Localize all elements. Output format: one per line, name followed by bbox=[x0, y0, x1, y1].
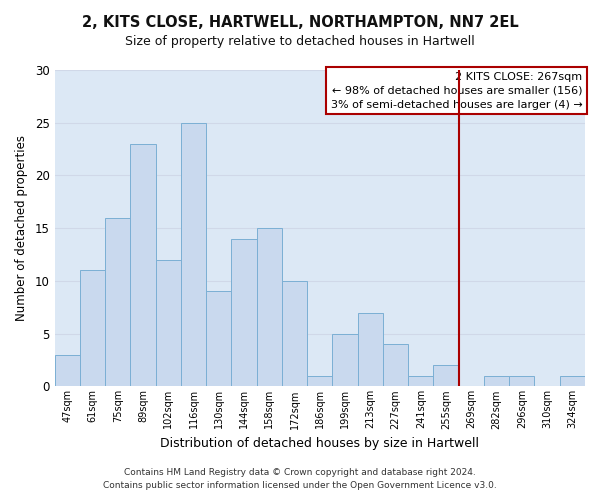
Bar bbox=[433, 366, 459, 386]
Bar bbox=[484, 376, 509, 386]
X-axis label: Distribution of detached houses by size in Hartwell: Distribution of detached houses by size … bbox=[160, 437, 479, 450]
Text: Contains HM Land Registry data © Crown copyright and database right 2024.
Contai: Contains HM Land Registry data © Crown c… bbox=[103, 468, 497, 489]
Bar bbox=[383, 344, 408, 387]
Text: 2, KITS CLOSE, HARTWELL, NORTHAMPTON, NN7 2EL: 2, KITS CLOSE, HARTWELL, NORTHAMPTON, NN… bbox=[82, 15, 518, 30]
Bar bbox=[282, 281, 307, 386]
Bar bbox=[80, 270, 105, 386]
Bar bbox=[307, 376, 332, 386]
Bar bbox=[130, 144, 155, 386]
Text: Size of property relative to detached houses in Hartwell: Size of property relative to detached ho… bbox=[125, 35, 475, 48]
Bar bbox=[105, 218, 130, 386]
Bar bbox=[206, 292, 232, 386]
Bar bbox=[509, 376, 535, 386]
Bar bbox=[155, 260, 181, 386]
Bar bbox=[232, 238, 257, 386]
Y-axis label: Number of detached properties: Number of detached properties bbox=[15, 135, 28, 321]
Bar bbox=[332, 334, 358, 386]
Bar bbox=[560, 376, 585, 386]
Bar bbox=[257, 228, 282, 386]
Text: 2 KITS CLOSE: 267sqm
← 98% of detached houses are smaller (156)
3% of semi-detac: 2 KITS CLOSE: 267sqm ← 98% of detached h… bbox=[331, 72, 583, 110]
Bar bbox=[181, 122, 206, 386]
Bar bbox=[55, 355, 80, 386]
Bar bbox=[358, 312, 383, 386]
Bar bbox=[408, 376, 433, 386]
